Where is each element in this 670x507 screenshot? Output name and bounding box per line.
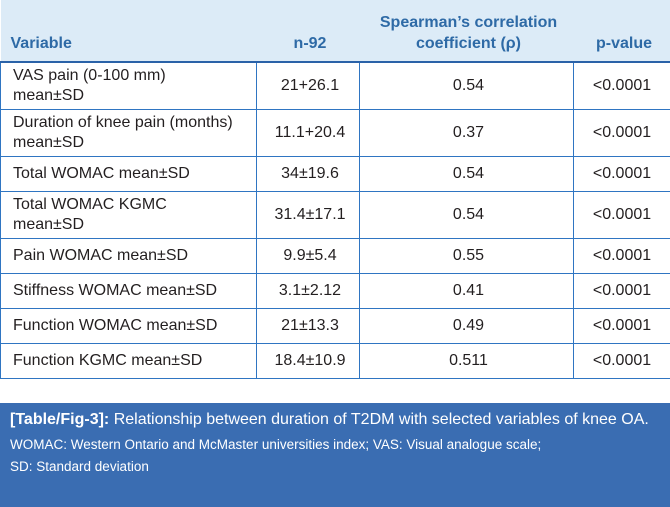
row-rho: 0.41	[359, 273, 574, 309]
table-row: Function WOMAC mean±SD 21±13.3 0.49 <0.0…	[0, 308, 670, 344]
row-variable: Pain WOMAC mean±SD	[0, 238, 257, 274]
footnote-line2: SD: Standard deviation	[10, 459, 149, 474]
row-n: 11.1+20.4	[256, 109, 360, 157]
row-rho: 0.55	[359, 238, 574, 274]
table-row: Pain WOMAC mean±SD 9.9±5.4 0.55 <0.0001	[0, 238, 670, 274]
row-variable-line1: Duration of knee pain (months)	[13, 114, 233, 131]
header-p-value: p-value	[573, 0, 670, 63]
row-p-value: <0.0001	[573, 61, 670, 110]
header-variable: Variable	[0, 0, 257, 63]
row-p-value: <0.0001	[573, 343, 670, 379]
table-row: Stiffness WOMAC mean±SD 3.1±2.12 0.41 <0…	[0, 273, 670, 309]
row-n: 18.4±10.9	[256, 343, 360, 379]
row-rho: 0.49	[359, 308, 574, 344]
row-variable-line1: VAS pain (0-100 mm)	[13, 67, 166, 84]
row-variable-line2: mean±SD	[13, 134, 85, 151]
row-p-value: <0.0001	[573, 191, 670, 239]
caption-label: [Table/Fig-3]:	[10, 411, 110, 428]
row-p-value: <0.0001	[573, 308, 670, 344]
data-table: Variable n-92 Spearman’s correlation coe…	[0, 0, 670, 379]
row-variable: Function KGMC mean±SD	[0, 343, 257, 379]
header-spearman-line1: Spearman’s correlation	[379, 14, 558, 31]
row-variable: Function WOMAC mean±SD	[0, 308, 257, 344]
table-row: Total WOMAC KGMC mean±SD 31.4±17.1 0.54 <…	[0, 191, 670, 239]
row-variable: Total WOMAC KGMC mean±SD	[0, 191, 257, 239]
row-n: 31.4±17.1	[256, 191, 360, 239]
row-variable: VAS pain (0-100 mm) mean±SD	[0, 61, 257, 110]
row-rho: 0.511	[359, 343, 574, 379]
row-n: 21+26.1	[256, 61, 360, 110]
row-variable: Duration of knee pain (months) mean±SD	[0, 109, 257, 157]
row-p-value: <0.0001	[573, 156, 670, 192]
header-n: n-92	[256, 0, 360, 63]
row-p-value: <0.0001	[573, 273, 670, 309]
row-rho: 0.54	[359, 156, 574, 192]
header-spearman: Spearman’s correlation coefficient (ρ)	[359, 0, 574, 63]
header-spearman-line2: coefficient (ρ)	[415, 35, 521, 52]
row-variable-line1: Total WOMAC KGMC	[13, 196, 167, 213]
table-row: Function KGMC mean±SD 18.4±10.9 0.511 <0…	[0, 343, 670, 379]
footnote-line1: WOMAC: Western Ontario and McMaster univ…	[10, 437, 542, 452]
table-row: VAS pain (0-100 mm) mean±SD 21+26.1 0.54 …	[0, 61, 670, 110]
caption-text: Relationship between duration of T2DM wi…	[109, 411, 649, 428]
row-rho: 0.54	[359, 191, 574, 239]
row-n: 34±19.6	[256, 156, 360, 192]
row-variable: Total WOMAC mean±SD	[0, 156, 257, 192]
row-n: 21±13.3	[256, 308, 360, 344]
table-row: Total WOMAC mean±SD 34±19.6 0.54 <0.0001	[0, 156, 670, 192]
row-n: 3.1±2.12	[256, 273, 360, 309]
row-p-value: <0.0001	[573, 238, 670, 274]
row-p-value: <0.0001	[573, 109, 670, 157]
caption-footnotes: WOMAC: Western Ontario and McMaster univ…	[10, 434, 660, 478]
row-variable: Stiffness WOMAC mean±SD	[0, 273, 257, 309]
header-row: Variable n-92 Spearman’s correlation coe…	[0, 0, 670, 63]
row-n: 9.9±5.4	[256, 238, 360, 274]
row-variable-line2: mean±SD	[13, 216, 85, 233]
row-variable-line2: mean±SD	[13, 87, 85, 104]
row-rho: 0.37	[359, 109, 574, 157]
row-rho: 0.54	[359, 61, 574, 110]
table-row: Duration of knee pain (months) mean±SD 11…	[0, 109, 670, 157]
figure-caption: [Table/Fig-3]: Relationship between dura…	[0, 403, 670, 507]
caption-title: [Table/Fig-3]: Relationship between dura…	[10, 410, 660, 430]
